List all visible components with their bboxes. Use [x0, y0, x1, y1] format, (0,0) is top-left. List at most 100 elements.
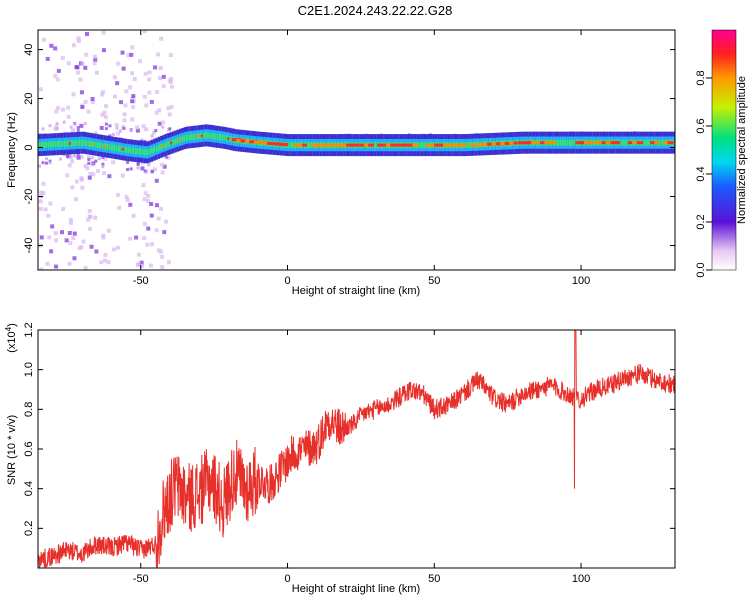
spectrogram-noise-cell: [104, 104, 109, 109]
spectrogram-noise-cell: [164, 219, 169, 224]
spectrogram-noise-cell: [90, 156, 94, 160]
spectrogram-noise-cell: [126, 168, 130, 172]
spectrogram-peak-cell: [513, 141, 518, 145]
spectrogram-peak-cell: [377, 143, 383, 147]
spectrogram-peak-cell: [390, 143, 395, 147]
spectrogram-peak-cell: [592, 141, 602, 145]
spectrogram-noise-cell: [80, 105, 85, 110]
spectrogram-band-cell: [63, 140, 67, 147]
y-tick-label: 0.8: [23, 402, 35, 417]
spectrogram-band-cell: [40, 142, 43, 148]
spectrogram-band-cell: [70, 140, 74, 147]
spectrogram-noise-cell: [115, 245, 120, 250]
spectrogram-band-cell: [648, 139, 651, 146]
spectrogram-noise-cell: [67, 163, 72, 168]
spectrogram-band-cell: [141, 148, 144, 155]
spectrogram-peak-cell: [302, 143, 307, 147]
spectrogram-peak-cell: [403, 143, 412, 147]
spectrogram-band-cell: [99, 142, 102, 149]
spectrogram-noise-cell: [116, 61, 121, 66]
spectrogram-band-cell: [223, 134, 226, 141]
spectrogram-noise-cell: [139, 260, 144, 265]
spectrogram-band-cell: [568, 139, 571, 146]
spectrogram-noise-cell: [94, 131, 98, 135]
spectrogram-peak-cell: [68, 141, 71, 145]
spectrogram-noise-cell: [146, 199, 151, 204]
spectrogram-peak-cell: [606, 141, 614, 145]
spectrogram-noise-cell: [67, 230, 72, 235]
x-tick-label: 50: [428, 573, 440, 585]
spectrogram-band-cell: [195, 133, 198, 140]
spectrogram-noise-cell: [91, 172, 96, 177]
spectrogram-noise-cell: [130, 45, 135, 50]
spectrogram-noise-cell: [145, 242, 150, 247]
spectrogram-peak-cell: [161, 144, 164, 148]
spectrogram-band-cell: [75, 140, 78, 146]
spectrogram-noise-cell: [87, 175, 92, 180]
spectrogram-peak-cell: [271, 142, 280, 146]
spectrogram-peak-cell: [170, 141, 173, 145]
spectrogram-band-cell: [291, 142, 294, 149]
spectrogram-band-cell: [221, 134, 224, 141]
spectrogram-noise-cell: [119, 129, 123, 133]
spectrogram-band-cell: [155, 145, 158, 152]
spectrogram-noise-cell: [119, 100, 124, 105]
spectrogram-noise-cell: [128, 236, 133, 241]
spectrogram-noise-cell: [71, 43, 76, 48]
spectrogram-noise-cell: [39, 267, 44, 270]
spectrogram-band-cell: [188, 134, 191, 141]
colorbar-label: Normalized spectral amplitude: [736, 76, 748, 224]
spectrogram-peak-cell: [487, 142, 495, 146]
spectrogram-band-cell: [423, 142, 426, 149]
spectrogram-noise-cell: [99, 125, 104, 130]
spectrogram-band-cell: [564, 139, 567, 146]
spectrogram-band-cell: [190, 134, 193, 140]
spectrogram-noise-cell: [154, 110, 159, 115]
spectrogram-peak-cell: [478, 143, 489, 147]
spectrogram-peak-cell: [363, 143, 369, 147]
spectrogram-noise-cell: [39, 190, 44, 195]
spectrogram-peak-cell: [663, 141, 672, 145]
spectrogram-noise-cell: [87, 158, 91, 162]
spectrogram-noise-cell: [76, 38, 81, 43]
spectrogram-band-cell: [214, 133, 217, 140]
spectrogram-noise-cell: [135, 128, 140, 133]
spectrogram-band-cell: [120, 146, 123, 152]
spectrogram-band-cell: [160, 143, 163, 150]
spectrogram-noise-cell: [101, 155, 105, 159]
spectrogram-noise-cell: [154, 203, 159, 208]
spectrogram-noise-cell: [83, 163, 88, 168]
spectrogram-noise-cell: [76, 152, 80, 156]
spectrogram-noise-cell: [84, 52, 89, 57]
spectrogram-noise-cell: [69, 155, 73, 159]
spectrogram-noise-cell: [68, 220, 73, 225]
spectrogram-band-cell: [162, 142, 165, 149]
spectrogram-peak-cell: [429, 143, 435, 147]
spectrogram-noise-cell: [137, 59, 142, 64]
x-tick-label: 50: [428, 275, 440, 287]
spectrogram-frame: [37, 29, 676, 271]
spectrogram-peak-cell: [324, 143, 333, 147]
spectrogram-noise-cell: [74, 65, 79, 70]
spectrogram-peak-cell: [443, 143, 449, 147]
spectrogram-noise-cell: [147, 70, 152, 75]
spectrogram-noise-cell: [128, 202, 133, 207]
spectrogram-noise-cell: [62, 120, 66, 124]
spectrogram-noise-cell: [103, 258, 108, 263]
spectrogram-noise-cell: [167, 78, 172, 83]
spectrogram-band-cell: [66, 140, 69, 147]
spectrogram-band-cell: [80, 139, 83, 146]
spectrogram-noise-cell: [104, 122, 108, 126]
spectrogram-band-cell: [420, 142, 423, 149]
spectrogram-noise-cell: [142, 94, 147, 99]
spectrogram-band-cell: [131, 147, 135, 154]
spectrogram-noise-cell: [92, 61, 97, 66]
spectrogram-noise-cell: [149, 213, 154, 218]
spectrogram-noise-cell: [86, 217, 91, 222]
spectrogram-noise-cell: [168, 127, 172, 131]
spectrogram-band-cell: [225, 135, 229, 142]
spectrogram-noise-cell: [143, 71, 148, 76]
spectrogram-noise-cell: [88, 171, 93, 176]
spectrogram-band-cell: [73, 140, 76, 147]
spectrogram-band-cell: [164, 141, 168, 148]
